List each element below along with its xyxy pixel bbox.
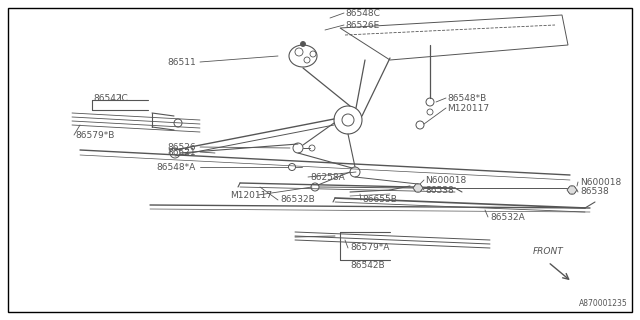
Text: 86548*B: 86548*B: [447, 93, 486, 102]
Text: 86526E: 86526E: [345, 20, 380, 29]
Text: N600018: N600018: [580, 178, 621, 187]
Polygon shape: [413, 184, 423, 192]
Text: 86538: 86538: [425, 186, 454, 195]
Text: M120117: M120117: [230, 190, 272, 199]
Text: 86542B: 86542B: [350, 260, 385, 269]
Text: 86655B: 86655B: [362, 196, 397, 204]
Text: FRONT: FRONT: [533, 247, 564, 257]
Text: M120117: M120117: [447, 103, 489, 113]
Text: 86521: 86521: [168, 148, 196, 156]
Text: 86532B: 86532B: [280, 196, 315, 204]
Text: 86548*A: 86548*A: [157, 163, 196, 172]
Text: 86258A: 86258A: [310, 172, 345, 181]
Text: 86548C: 86548C: [345, 9, 380, 18]
Circle shape: [301, 42, 305, 46]
Text: 86542C: 86542C: [93, 93, 128, 102]
Text: N600018: N600018: [425, 175, 467, 185]
Text: 86526: 86526: [168, 142, 196, 151]
Text: 86511: 86511: [167, 58, 196, 67]
Text: 86532A: 86532A: [490, 212, 525, 221]
Polygon shape: [567, 186, 577, 194]
Text: 86579*A: 86579*A: [350, 244, 389, 252]
Text: A870001235: A870001235: [579, 299, 628, 308]
Text: 86579*B: 86579*B: [75, 131, 115, 140]
Text: 86538: 86538: [580, 188, 609, 196]
